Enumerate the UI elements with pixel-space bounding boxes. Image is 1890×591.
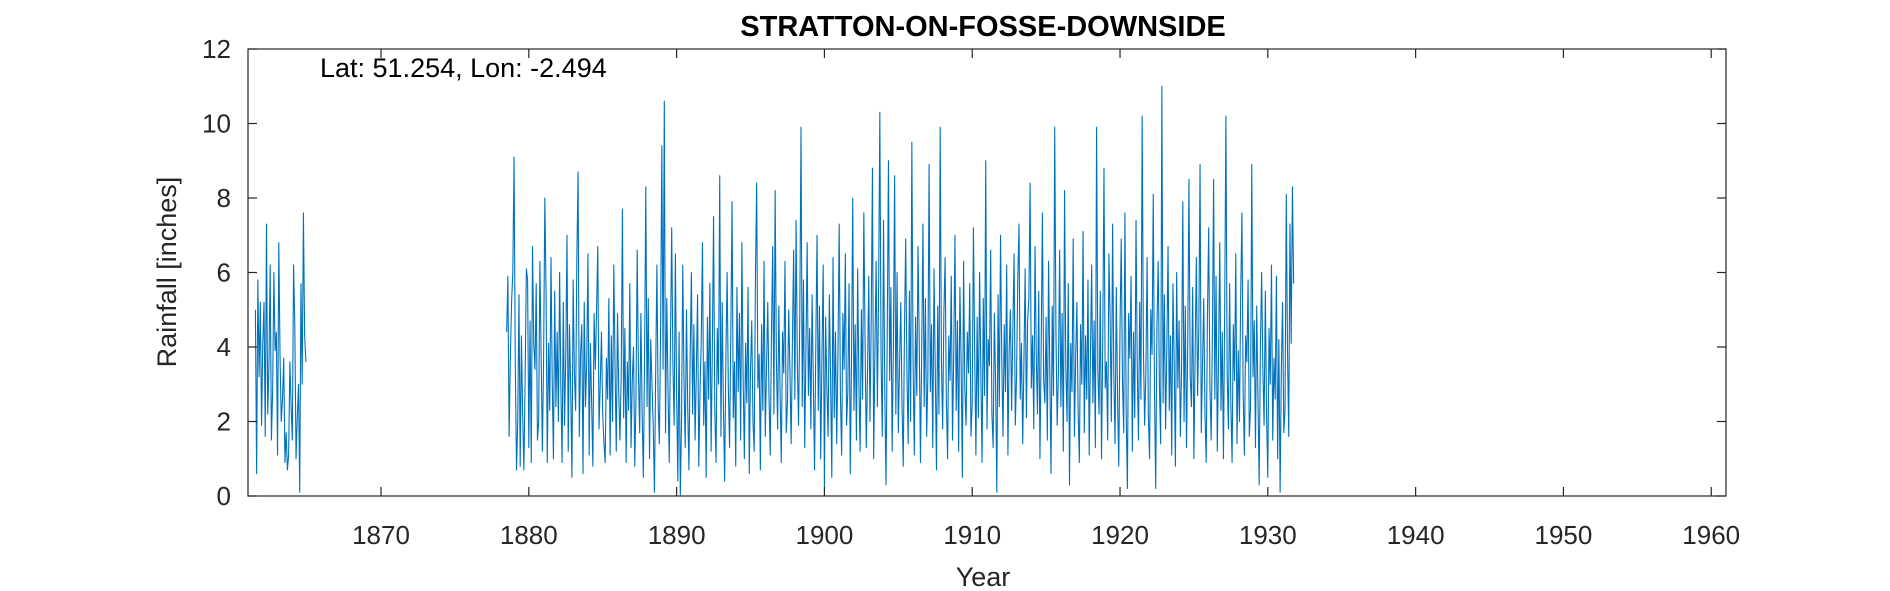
y-tick-label: 0 — [217, 481, 231, 511]
plot-area — [247, 48, 1727, 497]
x-tick-label: 1960 — [1682, 520, 1740, 550]
y-axis-label: Rainfall [inches] — [152, 177, 182, 368]
y-tick-label: 6 — [217, 258, 231, 288]
station-location-annotation: Lat: 51.254, Lon: -2.494 — [320, 53, 607, 83]
ticks-layer — [248, 48, 1726, 497]
x-tick-label: 1940 — [1387, 520, 1445, 550]
y-tick-label: 4 — [217, 332, 231, 362]
x-tick-label: 1890 — [648, 520, 706, 550]
rainfall-series-line-segment-1 — [254, 212, 307, 493]
y-tick-label: 8 — [217, 183, 231, 213]
x-tick-label: 1900 — [795, 520, 853, 550]
y-tick-label: 12 — [202, 34, 231, 64]
x-axis-label: Year — [956, 562, 1011, 591]
x-tick-label: 1870 — [352, 520, 410, 550]
tick-labels: 1870 1880 1890 1900 1910 1920 1930 1940 1950 1960… — [202, 34, 1740, 550]
x-tick-label: 1880 — [500, 520, 558, 550]
y-tick-label: 2 — [217, 407, 231, 437]
rainfall-series-line-segment-2 — [506, 85, 1295, 497]
x-tick-label: 1910 — [943, 520, 1001, 550]
x-tick-label: 1930 — [1239, 520, 1297, 550]
y-tick-label: 10 — [202, 109, 231, 139]
x-tick-label: 1950 — [1534, 520, 1592, 550]
x-tick-label: 1920 — [1091, 520, 1149, 550]
data-layer — [254, 85, 1295, 497]
chart-title: STRATTON-ON-FOSSE-DOWNSIDE — [740, 11, 1225, 43]
